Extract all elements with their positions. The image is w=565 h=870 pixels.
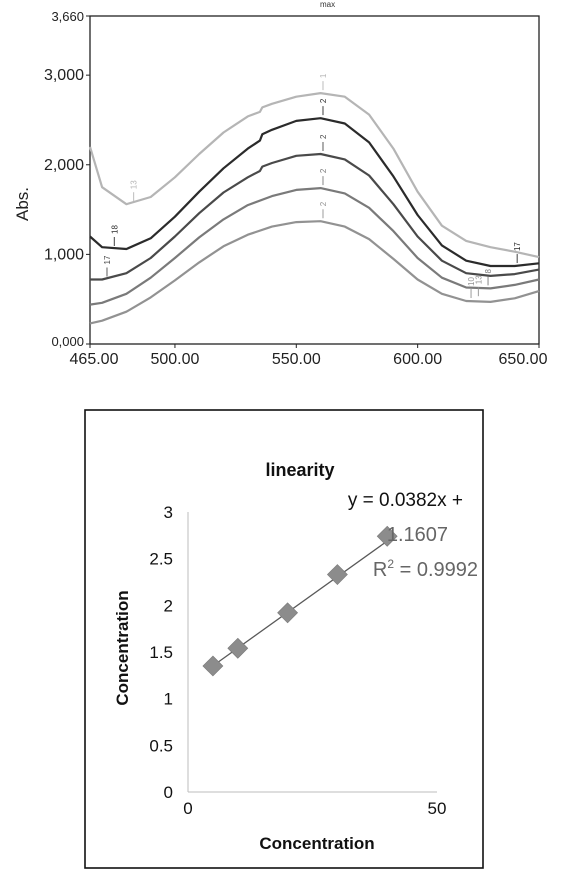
spectrum-annotation-label: 17 xyxy=(513,242,522,251)
linearity-axes xyxy=(187,512,437,793)
spectrum-annotation-label: 17 xyxy=(103,255,112,264)
linearity-x-axis-label: Concentration xyxy=(259,834,374,853)
linearity-x-tick-label: 0 xyxy=(183,799,192,818)
linearity-x-tick-label: 50 xyxy=(428,799,447,818)
trendline-equation-line-1: y = 0.0382x + xyxy=(348,490,463,511)
spectrum-annotation-label: 1 xyxy=(319,73,328,78)
spectrum-y-axis-label: Abs. xyxy=(13,187,32,221)
spectrum-chart: max 0,000 1,000 2,000 3,000 3,660 465.00 500.… xyxy=(13,0,548,368)
linearity-chart: linearity 0 0.5 1 1.5 2 2.5 3 0 50 Concentratio… xyxy=(84,409,484,869)
spectrum-plot-frame xyxy=(89,15,540,345)
spectrum-annotation-label: 2 xyxy=(319,134,328,139)
spectrum-y-tick-label: 3,000 xyxy=(44,67,84,84)
spectrum-series-line-5 xyxy=(89,220,540,325)
spectrum-x-tick-label: 465.00 xyxy=(70,351,119,368)
linearity-y-tick-label: 0 xyxy=(164,783,173,802)
spectrum-y-tick-label: 3,660 xyxy=(51,9,84,24)
spectrum-y-tick-label: 1,000 xyxy=(44,246,84,263)
r-squared-value: = 0.9992 xyxy=(394,559,478,581)
spectrum-annotation-label: 13 xyxy=(474,275,483,284)
linearity-y-tick-label: 2 xyxy=(164,596,173,615)
r-squared-prefix: R xyxy=(373,559,387,581)
linearity-data-point xyxy=(277,602,299,624)
linearity-y-tick-label: 3 xyxy=(164,503,173,522)
spectrum-annotation-label: 2 xyxy=(319,168,328,173)
linearity-x-axis: 0 50 xyxy=(183,799,446,818)
spectrum-annotation-label: 13 xyxy=(130,180,139,189)
spectrum-annotation-label: 18 xyxy=(110,225,119,234)
spectrum-x-tick-label: 650.00 xyxy=(499,351,548,368)
r-squared-label: R2 = 0.9992 xyxy=(373,557,478,581)
spectrum-series-group xyxy=(88,91,540,325)
spectrum-annotation-label: 8 xyxy=(484,268,493,273)
linearity-data-point xyxy=(227,637,249,659)
spectrum-annotation-label: 10 xyxy=(467,277,476,286)
spectrum-series-line-1 xyxy=(88,91,540,259)
spectrum-y-tick-label: 0,000 xyxy=(51,334,84,349)
top-caption-fragment: max xyxy=(320,0,335,9)
linearity-data-point xyxy=(202,655,224,677)
spectrum-series-line-4 xyxy=(89,187,540,306)
linearity-y-axis: 0 0.5 1 1.5 2 2.5 3 xyxy=(149,503,173,802)
spectrum-x-tick-label: 550.00 xyxy=(272,351,321,368)
spectrum-x-axis: 465.00 500.00 550.00 600.00 650.00 xyxy=(70,344,548,368)
linearity-data-point xyxy=(376,525,398,547)
spectrum-annotation-label: 2 xyxy=(319,98,328,103)
spectrum-y-tick-label: 2,000 xyxy=(44,157,84,174)
spectrum-annotation-label: 2 xyxy=(319,201,328,206)
spectrum-y-axis: 0,000 1,000 2,000 3,000 3,660 xyxy=(44,9,90,349)
linearity-y-axis-label: Concentration xyxy=(113,590,132,705)
spectrum-series-line-3 xyxy=(90,152,540,281)
trendline-equation-line-2: 1.1607 xyxy=(387,524,448,546)
linearity-data-point xyxy=(326,564,348,585)
linearity-y-tick-label: 0.5 xyxy=(149,736,173,755)
linearity-y-tick-label: 1.5 xyxy=(149,643,173,662)
r-squared-superscript: 2 xyxy=(387,557,394,571)
linearity-y-tick-label: 2.5 xyxy=(149,550,173,569)
linearity-points-group xyxy=(202,525,398,677)
linearity-y-tick-label: 1 xyxy=(164,690,173,709)
spectrum-series-line-2 xyxy=(89,117,540,268)
spectrum-x-tick-label: 600.00 xyxy=(393,351,442,368)
spectrum-x-tick-label: 500.00 xyxy=(150,351,199,368)
linearity-title: linearity xyxy=(265,460,334,480)
